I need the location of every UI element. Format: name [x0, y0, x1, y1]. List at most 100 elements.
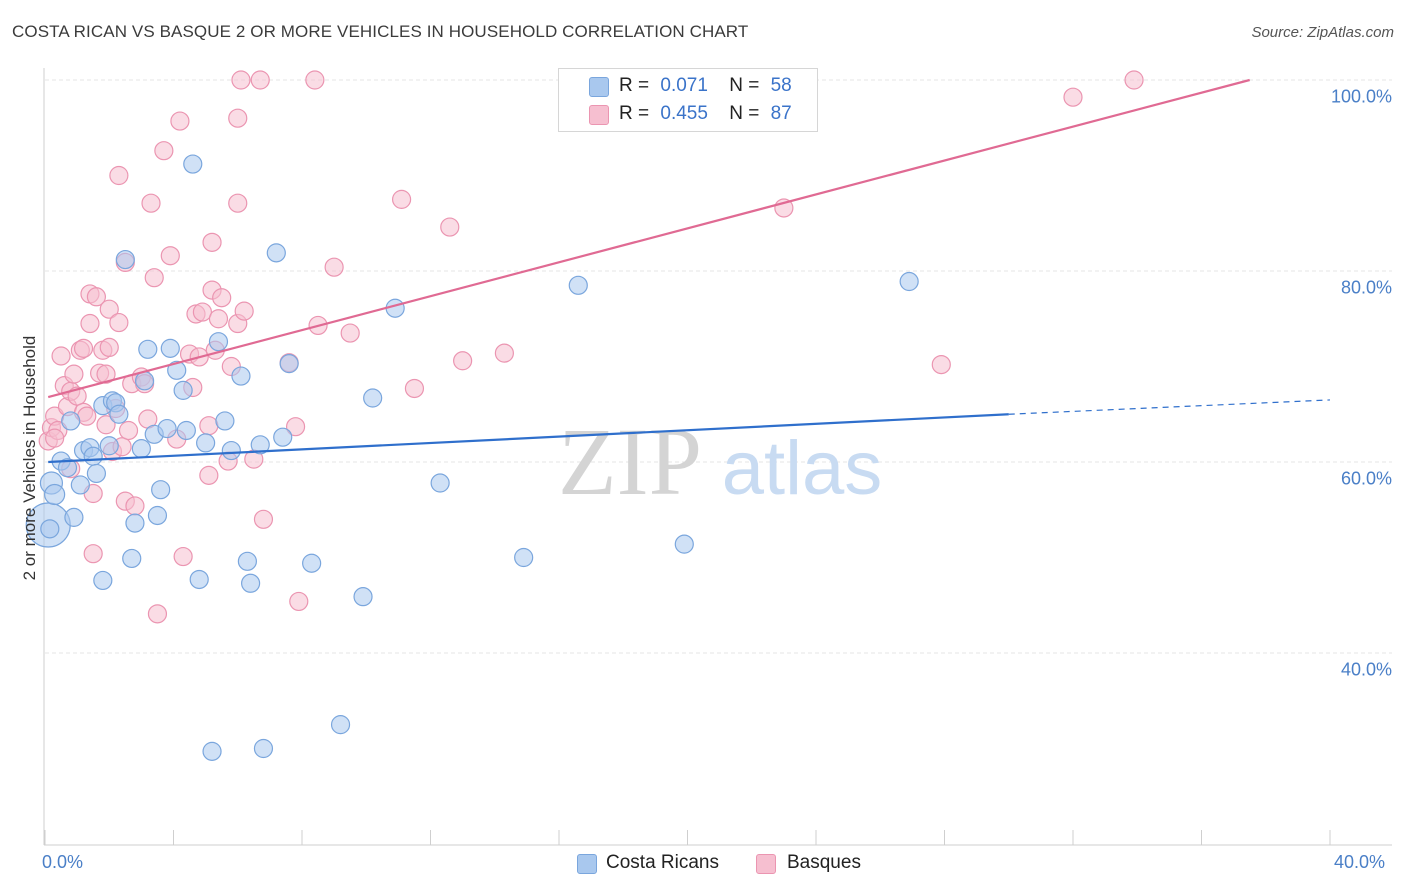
- basque-point: [83, 544, 103, 564]
- bottom-legend-swatch-costa-ricans: [577, 854, 597, 874]
- basque-point: [1124, 70, 1144, 90]
- costa-rican-point: [131, 439, 151, 459]
- costa-rican-point: [40, 519, 60, 539]
- costa-rican-point: [125, 513, 145, 533]
- costa-rican-point: [115, 249, 135, 270]
- legend-row-costa-ricans: R = 0.071 N = 58: [619, 75, 792, 97]
- y-tick-label-80: 80.0%: [1340, 277, 1392, 298]
- basque-point: [147, 604, 168, 624]
- costa-rican-point: [122, 548, 142, 569]
- legend: R = 0.071 N = 58 R = 0.455 N = 87: [558, 68, 818, 132]
- legend-n-label: N =: [729, 103, 760, 124]
- basque-point: [64, 364, 84, 384]
- basque-point: [118, 420, 139, 441]
- basque-point: [340, 323, 360, 343]
- costa-rican-point: [138, 339, 158, 359]
- costa-rican-point: [57, 458, 78, 478]
- costa-rican-point: [674, 534, 694, 554]
- trend-lines: [47, 78, 1331, 464]
- basques-trend-line: [47, 78, 1250, 399]
- basque-point: [109, 165, 129, 186]
- bottom-legend-swatch-basques: [756, 854, 776, 874]
- costa-rican-point: [514, 547, 534, 568]
- costa-rican-point: [568, 275, 588, 295]
- basque-point: [51, 346, 71, 366]
- basque-point: [440, 217, 460, 237]
- costa-rican-point: [157, 418, 177, 439]
- basque-point: [234, 301, 254, 321]
- basque-point: [144, 268, 164, 288]
- costa-rican-point: [430, 473, 450, 493]
- basque-point: [231, 70, 251, 90]
- watermark: ZIP atlas: [558, 408, 882, 515]
- legend-r-label: R =: [619, 103, 650, 124]
- basque-point: [77, 406, 97, 426]
- legend-n-value: 87: [770, 103, 792, 124]
- basque-point: [202, 232, 222, 252]
- basque-point: [289, 591, 309, 612]
- legend-r-value: 0.455: [660, 103, 708, 124]
- x-tick-label-max: 40.0%: [1334, 852, 1386, 872]
- costa-rican-point: [363, 388, 383, 408]
- costa-rican-point: [231, 366, 251, 386]
- bottom-legend-costa-ricans: Costa Ricans: [606, 852, 719, 873]
- basque-point: [228, 108, 248, 128]
- costa-ricans-points: [25, 154, 919, 761]
- legend-swatch-costa-ricans: [589, 77, 609, 97]
- axes: [43, 68, 1392, 846]
- basque-point: [1063, 87, 1083, 107]
- basque-point: [173, 546, 193, 567]
- costa-rican-point: [273, 427, 293, 447]
- basque-point: [192, 302, 213, 322]
- chart-title: COSTA RICAN VS BASQUE 2 OR MORE VEHICLES…: [12, 22, 749, 41]
- bottom-legend-basques: Basques: [787, 852, 861, 873]
- costa-rican-point: [237, 551, 257, 571]
- basque-point: [86, 287, 107, 307]
- costa-rican-point: [151, 480, 171, 500]
- basque-point: [250, 70, 270, 90]
- costa-rican-point: [899, 271, 919, 292]
- x-tick-label-min: 0.0%: [42, 852, 84, 872]
- basque-point: [99, 337, 119, 357]
- source-label: Source: ZipAtlas.com: [1251, 24, 1394, 41]
- basque-point: [324, 257, 344, 277]
- costa-rican-point: [86, 463, 107, 484]
- costa-rican-point: [70, 475, 90, 495]
- costa-rican-point: [279, 354, 299, 374]
- basque-point: [141, 193, 161, 213]
- legend-r-value: 0.071: [660, 75, 708, 96]
- watermark-zip: ZIP: [558, 408, 702, 515]
- basque-point: [228, 193, 248, 213]
- costa-rican-point: [160, 338, 180, 358]
- basque-point: [199, 416, 219, 436]
- basque-point: [494, 343, 514, 363]
- basque-point: [99, 299, 119, 319]
- costa-rican-point: [250, 435, 270, 455]
- basque-point: [404, 378, 425, 399]
- basque-point: [170, 111, 190, 131]
- y-tick-label-100: 100.0%: [1330, 86, 1392, 107]
- costa-rican-point: [147, 505, 168, 526]
- costa-rican-point: [176, 420, 196, 441]
- legend-swatch-basques: [589, 105, 609, 125]
- costa-rican-point: [183, 154, 203, 174]
- basque-point: [212, 288, 232, 308]
- costa-rican-point: [93, 570, 113, 591]
- costa-rican-point: [99, 436, 119, 456]
- costa-rican-point: [196, 433, 216, 453]
- basque-point: [96, 364, 116, 384]
- legend-r-label: R =: [619, 75, 650, 96]
- costa-rican-point: [44, 483, 66, 506]
- costa-rican-point: [134, 371, 155, 391]
- costa-rican-point: [61, 411, 81, 431]
- basque-point: [199, 465, 219, 485]
- costa-rican-point: [215, 411, 235, 431]
- basque-point: [160, 246, 180, 266]
- y-tick-label-40: 40.0%: [1340, 659, 1392, 680]
- basque-point: [253, 509, 274, 529]
- legend-n-label: N =: [729, 75, 760, 96]
- basque-point: [285, 417, 306, 437]
- costa-rican-point: [302, 553, 322, 573]
- basque-point: [109, 312, 129, 333]
